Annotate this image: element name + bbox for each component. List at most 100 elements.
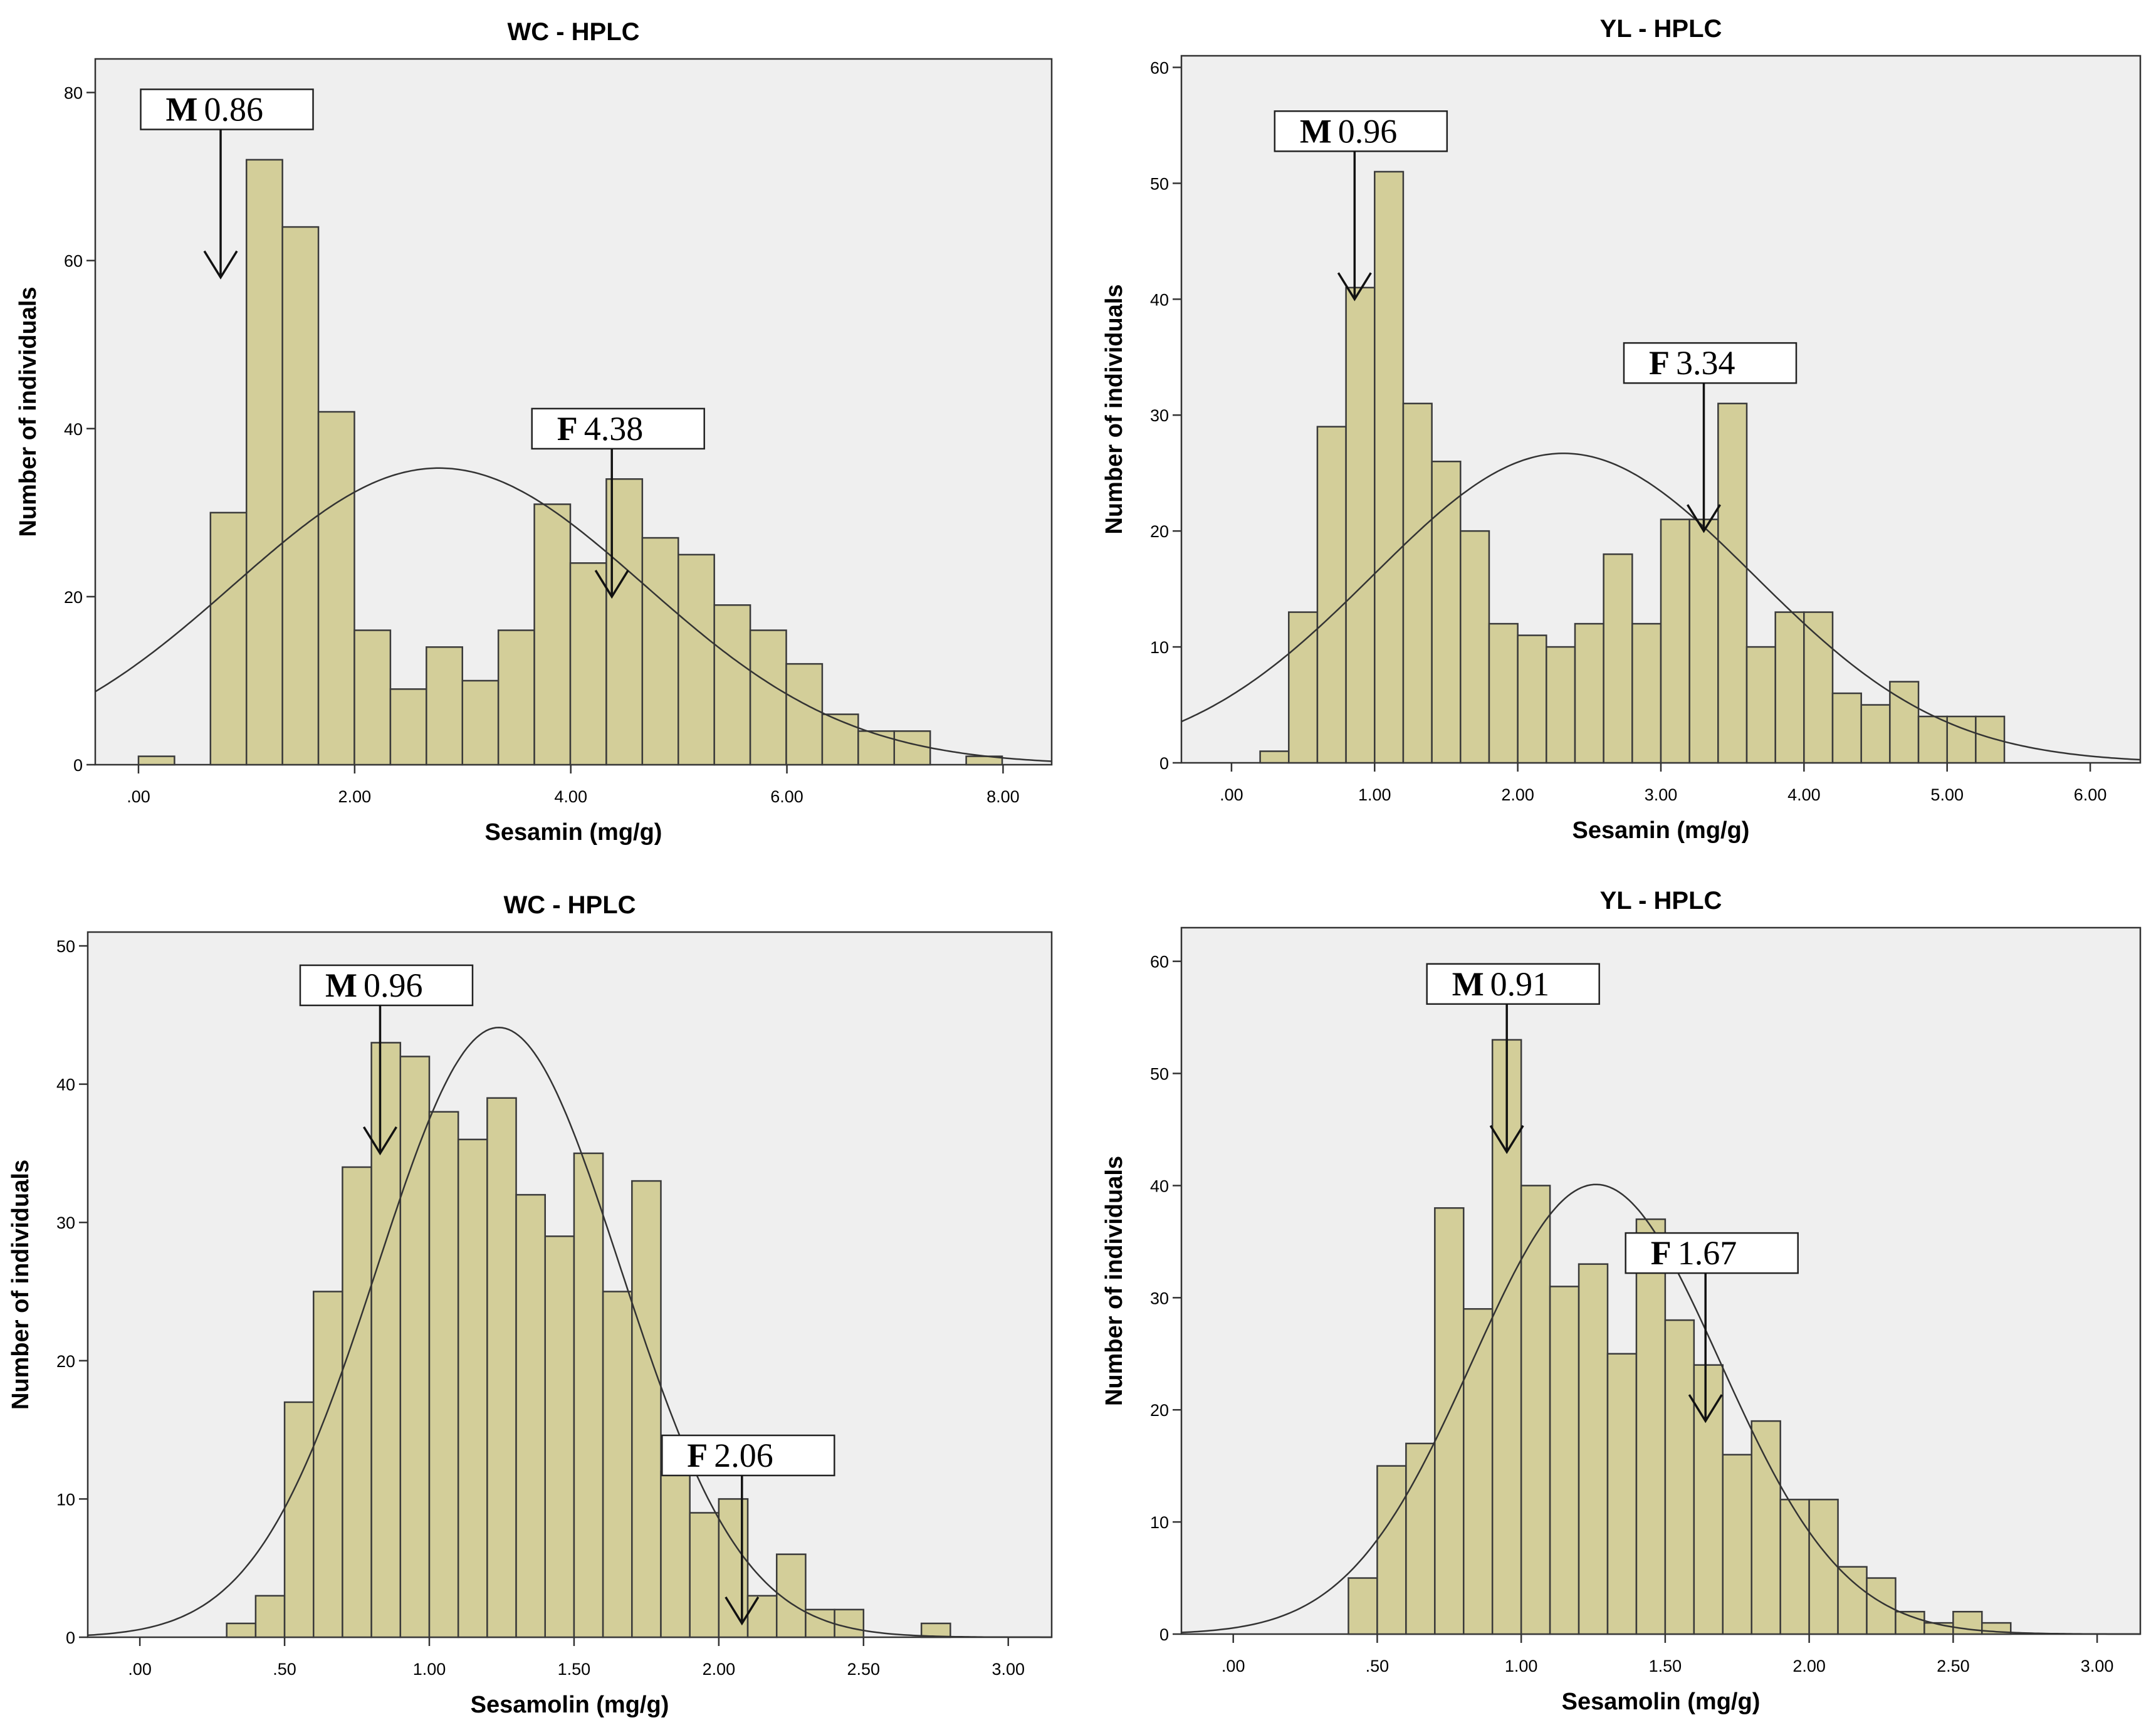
x-axis: .00 .50 1.00 1.50 2.00 2.50 3.00 <box>128 1637 1025 1679</box>
y-tick-label: 50 <box>1150 1065 1169 1084</box>
histogram-bar <box>1895 1610 1925 1635</box>
histogram-bar <box>834 1608 865 1638</box>
histogram-bar <box>1376 1465 1407 1635</box>
histogram-bar <box>746 1595 778 1638</box>
y-axis: 0 10 20 30 40 50 60 <box>1150 953 1181 1644</box>
annotation-box <box>1625 1232 1799 1274</box>
annotation-value: 0.96 <box>364 967 423 1004</box>
histogram-bar <box>569 562 607 766</box>
histogram-bar <box>1488 622 1519 764</box>
histogram-bar <box>1606 1353 1638 1635</box>
y-tick-label: 40 <box>64 420 83 439</box>
y-tick-label: 40 <box>1150 290 1169 309</box>
x-tick-label: .50 <box>273 1660 296 1679</box>
panel-wc-sesamin: 0 20 40 60 80 .00 2.00 4.00 6.00 8.00 WC - HPLC Ses… <box>15 18 1053 846</box>
annotation-box <box>661 1434 835 1477</box>
y-axis-label: Number of individuals <box>8 1160 34 1410</box>
histogram-bar <box>457 1138 488 1638</box>
annotation-letter: F <box>687 1437 708 1474</box>
histogram-bar <box>1866 1577 1897 1635</box>
annotation-label: M 0.96 <box>1300 112 1397 150</box>
histogram-bar <box>713 604 751 766</box>
histogram-bar <box>1546 646 1576 764</box>
x-axis: .00 2.00 4.00 6.00 8.00 <box>127 765 1020 806</box>
annotation-letter: M <box>1452 965 1484 1003</box>
histogram-bar <box>342 1166 372 1638</box>
annotation-box <box>299 964 474 1007</box>
annotation-f: F 3.34 <box>1623 342 1798 533</box>
histogram-bar <box>602 1291 633 1638</box>
histogram-bar <box>1402 402 1433 764</box>
y-tick-label: 50 <box>56 937 75 956</box>
y-tick-label: 20 <box>1150 522 1169 541</box>
x-tick-label: 2.00 <box>1501 785 1534 804</box>
histogram-bar <box>317 411 355 766</box>
annotation-f: F 1.67 <box>1625 1232 1799 1423</box>
annotation-value: 0.86 <box>204 91 263 128</box>
y-tick-label: 60 <box>64 252 83 271</box>
normal-curve <box>1181 453 2141 761</box>
histogram-bar <box>254 1595 286 1638</box>
histogram-bar <box>497 629 535 766</box>
x-axis-label: Sesamin (mg/g) <box>485 819 662 846</box>
x-tick-label: .00 <box>1222 1657 1245 1675</box>
y-tick-label: 20 <box>1150 1401 1169 1420</box>
annotation-label: F 1.67 <box>1651 1234 1737 1272</box>
x-tick-label: 3.00 <box>2081 1657 2114 1675</box>
y-tick-label: 30 <box>1150 1289 1169 1308</box>
panel-yl-sesamin: 0 10 20 30 40 50 60 .00 1.00 2.00 3.00 4.00 5.00 6.00… <box>1101 15 2142 844</box>
histogram-bar <box>1831 692 1862 764</box>
histogram-bar <box>1463 1308 1494 1635</box>
histogram-bar <box>1975 715 2006 764</box>
x-tick-label: 4.00 <box>554 787 587 806</box>
annotation-m: M 0.96 <box>1274 110 1448 301</box>
histogram-bar <box>137 755 175 766</box>
histogram-bar <box>857 730 896 766</box>
y-tick-label: 10 <box>56 1490 75 1509</box>
histogram-bar <box>920 1622 951 1638</box>
x-tick-label: 8.00 <box>986 787 1020 806</box>
x-tick-label: 6.00 <box>2074 785 2107 804</box>
histogram-bar <box>631 1180 662 1638</box>
histogram-bar <box>660 1470 691 1638</box>
histogram-bar <box>785 663 824 766</box>
histogram-bar <box>245 159 283 766</box>
y-tick-label: 40 <box>56 1076 75 1094</box>
histogram-bar <box>1664 1319 1695 1635</box>
x-tick-label: 2.00 <box>1792 1657 1826 1675</box>
x-tick-label: .00 <box>128 1660 152 1679</box>
histogram-bar <box>1860 704 1891 764</box>
histogram-bar <box>426 646 463 766</box>
histogram-bar <box>1750 1420 1781 1635</box>
x-axis-label: Sesamolin (mg/g) <box>1562 1689 1761 1715</box>
x-tick-label: 1.00 <box>413 1660 446 1679</box>
histogram-bar <box>370 1042 402 1638</box>
histogram-bar <box>1779 1499 1810 1635</box>
histogram-bar <box>1631 622 1662 764</box>
histogram-bar <box>1635 1218 1667 1635</box>
y-tick-label: 40 <box>1150 1177 1169 1195</box>
histogram-bar <box>1348 1577 1378 1635</box>
histogram-bar <box>678 553 715 766</box>
histogram-bar <box>749 629 787 766</box>
annotation-value: 4.38 <box>584 410 644 448</box>
histogram-bar <box>226 1622 257 1638</box>
histogram-bar <box>1808 1499 1839 1635</box>
annotation-value: 2.06 <box>714 1437 773 1474</box>
y-tick-label: 20 <box>56 1352 75 1371</box>
annotation-letter: F <box>557 410 578 448</box>
y-tick-label: 0 <box>1159 754 1169 773</box>
histogram-bar <box>515 1193 546 1638</box>
y-tick-label: 60 <box>1150 953 1169 972</box>
x-tick-label: 5.00 <box>1930 785 1964 804</box>
annotation-f: F 4.38 <box>531 407 705 599</box>
histogram-bar <box>353 629 392 766</box>
annotation-arrow-head <box>1687 504 1721 533</box>
annotation-box <box>1426 963 1600 1005</box>
histogram-bar <box>1578 1263 1609 1635</box>
x-tick-label: 4.00 <box>1787 785 1821 804</box>
histogram-bar <box>428 1111 459 1638</box>
x-axis-label: Sesamolin (mg/g) <box>471 1692 669 1718</box>
histogram-bar <box>1405 1442 1436 1635</box>
annotation-value: 3.34 <box>1676 344 1735 382</box>
